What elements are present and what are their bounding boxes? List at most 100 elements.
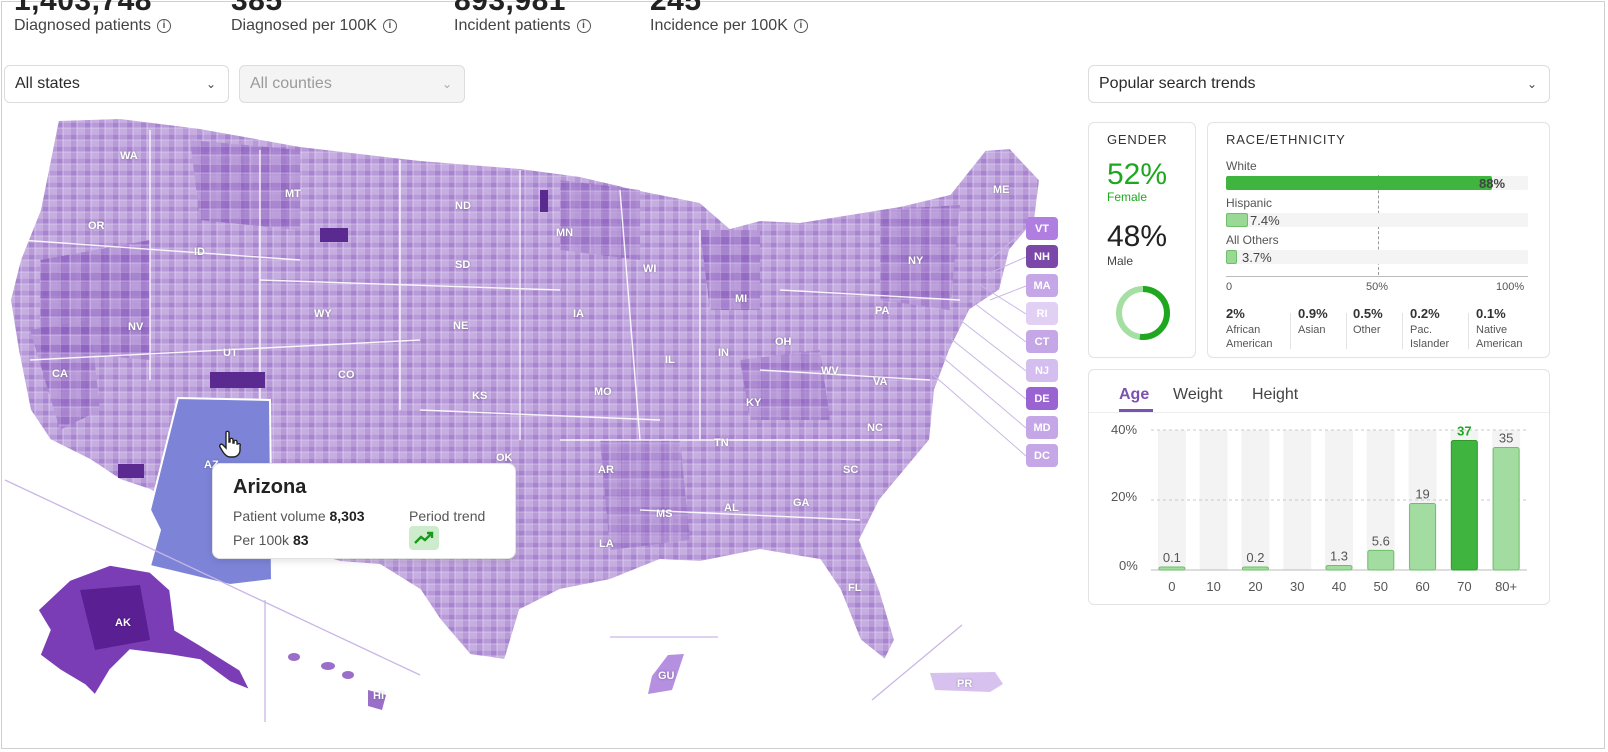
bar-value-label: 0.2: [1246, 550, 1264, 565]
race-axis-100: 100%: [1496, 281, 1525, 293]
state-label: IL: [665, 354, 675, 366]
state-label: ME: [993, 184, 1010, 196]
chip-ri[interactable]: RI: [1026, 302, 1058, 325]
chip-de[interactable]: DE: [1026, 387, 1058, 410]
info-icon[interactable]: i: [382, 19, 397, 33]
kpi-value: 1,403,748: [14, 0, 152, 17]
mini-value: 2%: [1226, 306, 1245, 321]
mini-label: Asian: [1298, 324, 1326, 336]
kpi-label: Diagnosed patients: [14, 17, 151, 34]
state-label: MO: [594, 386, 612, 398]
age-bar: [1409, 503, 1437, 571]
race-label-hispanic: Hispanic: [1226, 196, 1273, 210]
kpi-label: Incidence per 100K: [650, 17, 788, 34]
state-label: KS: [472, 390, 488, 402]
patient-volume-label: Patient volume: [233, 508, 326, 524]
state-label: ND: [455, 200, 471, 212]
mini-value: 0.2%: [1410, 306, 1440, 321]
mini-label: Other: [1353, 324, 1381, 336]
age-bar: [1367, 549, 1395, 571]
state-label: ID: [194, 246, 205, 258]
mini-label: African American: [1226, 324, 1273, 350]
us-choropleth-map[interactable]: WA OR ID MT ND MN SD WY NV UT CA CO NE I…: [0, 110, 1070, 730]
state-label: SC: [843, 464, 859, 476]
state-label: NE: [453, 320, 469, 332]
mini-label: Pac. Islander: [1410, 324, 1450, 350]
age-bar: [1492, 447, 1520, 571]
state-label: VA: [873, 376, 888, 388]
per100k-value: 83: [292, 532, 309, 548]
age-bar: [1241, 566, 1269, 571]
race-value-hispanic: 7.4%: [1250, 213, 1280, 228]
chip-vt[interactable]: VT: [1026, 217, 1058, 240]
chip-nj[interactable]: NJ: [1026, 359, 1058, 382]
race-other-african-american: 2% African American: [1226, 307, 1286, 351]
race-title: RACE/ETHNICITY: [1226, 132, 1346, 147]
race-other-pac-islander: 0.2% Pac. Islander: [1410, 307, 1460, 351]
search-trends-value: Popular search trends: [1099, 75, 1256, 92]
county-select-value: All counties: [250, 75, 332, 92]
race-ethnicity-panel: RACE/ETHNICITY White 88% Hispanic 7.4% A…: [1207, 122, 1550, 358]
male-label: Male: [1107, 254, 1134, 268]
bar-value-label: 35: [1499, 431, 1513, 446]
tab-age[interactable]: Age: [1119, 386, 1150, 403]
info-icon[interactable]: i: [576, 19, 591, 33]
state-label: AR: [598, 464, 614, 476]
gender-title: GENDER: [1107, 132, 1168, 147]
y-tick-20: 20%: [1111, 489, 1138, 504]
x-tick-label: 80+: [1495, 579, 1517, 594]
state-label: TN: [714, 437, 729, 449]
chevron-down-icon: ⌄: [1526, 77, 1537, 91]
chip-md[interactable]: MD: [1026, 416, 1058, 439]
x-tick-label: 60: [1415, 579, 1429, 594]
state-label: OR: [88, 220, 105, 232]
state-label: GU: [658, 670, 675, 682]
mini-value: 0.9%: [1298, 306, 1328, 321]
county-select[interactable]: All counties ⌄: [239, 65, 465, 103]
kpi-label: Incident patients: [454, 17, 571, 34]
female-label: Female: [1107, 190, 1148, 204]
state-label: WA: [120, 150, 138, 162]
tab-height[interactable]: Height: [1252, 386, 1299, 403]
info-icon[interactable]: i: [156, 19, 171, 33]
tab-weight[interactable]: Weight: [1173, 386, 1223, 403]
x-tick-label: 30: [1290, 579, 1304, 594]
contiguous-us-shape: [8, 116, 1042, 662]
state-label: IN: [718, 347, 729, 359]
state-label: AL: [724, 502, 739, 514]
state-label: UT: [223, 347, 238, 359]
chip-dc[interactable]: DC: [1026, 444, 1058, 467]
race-other-other: 0.5% Other: [1353, 307, 1383, 337]
bar-value-label: 19: [1415, 487, 1429, 502]
chip-nh[interactable]: NH: [1026, 245, 1058, 268]
state-label: NV: [128, 321, 144, 333]
kpi-value: 893,981: [454, 0, 566, 17]
race-track-white: [1226, 176, 1528, 190]
x-tick-label: 70: [1457, 579, 1471, 594]
race-bar-hispanic: [1226, 213, 1249, 227]
state-label: IA: [573, 308, 584, 320]
chip-ma[interactable]: MA: [1026, 274, 1058, 297]
chip-ct[interactable]: CT: [1026, 330, 1058, 353]
tooltip-patient-volume: Patient volume 8,303: [233, 508, 365, 524]
info-icon[interactable]: i: [793, 19, 808, 33]
tooltip-state-name: Arizona: [233, 476, 307, 498]
age-bar: [1450, 440, 1478, 571]
race-value-white: 88%: [1479, 176, 1506, 191]
x-tick-label: 0: [1168, 579, 1175, 594]
state-label: PR: [957, 678, 973, 690]
race-bar-others: [1226, 250, 1238, 264]
chevron-down-icon: ⌄: [205, 77, 216, 91]
x-tick-label: 20: [1248, 579, 1262, 594]
search-trends-select[interactable]: Popular search trends ⌄: [1088, 65, 1550, 103]
race-track-others: [1226, 250, 1528, 264]
state-label: PA: [875, 305, 890, 317]
race-axis-0: 0: [1226, 281, 1233, 293]
race-label-white: White: [1226, 159, 1257, 173]
state-label: HI: [373, 690, 384, 702]
state-select[interactable]: All states ⌄: [4, 65, 229, 103]
race-track-hispanic: [1226, 213, 1528, 227]
state-label: MT: [285, 188, 301, 200]
bar-value-label: 1.3: [1330, 548, 1348, 563]
state-label: NC: [867, 422, 883, 434]
